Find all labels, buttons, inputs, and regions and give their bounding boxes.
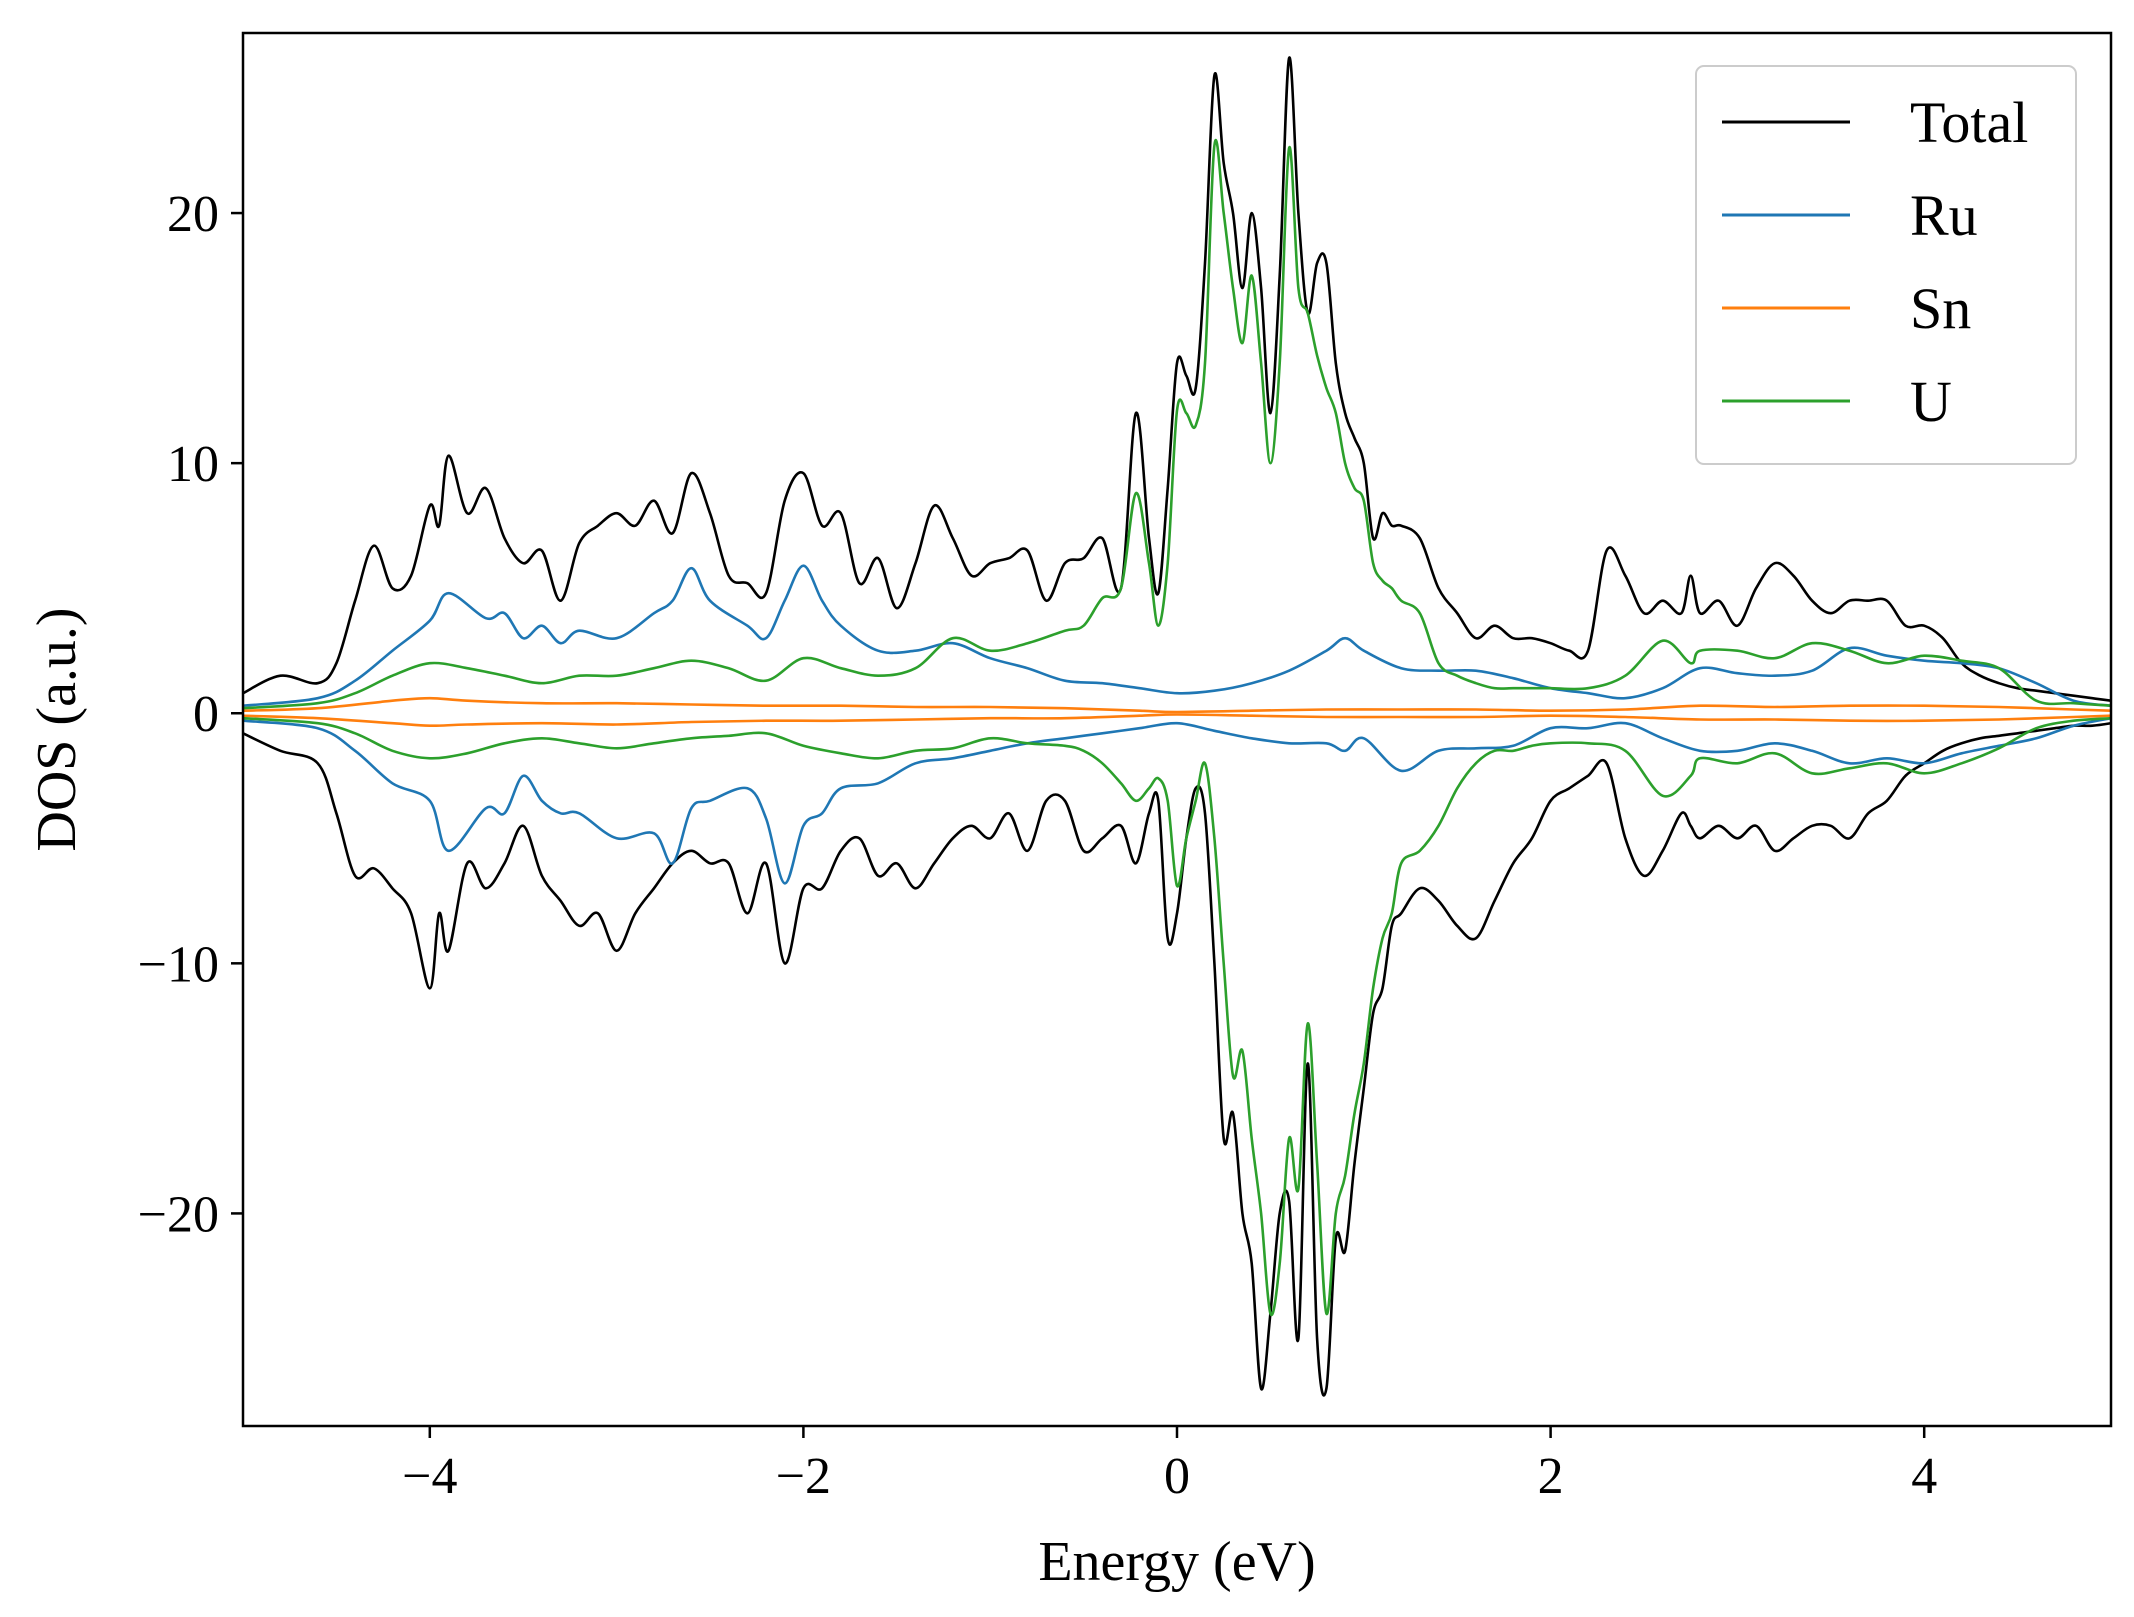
x-tick-label: −2 (776, 1448, 831, 1505)
legend-label-total: Total (1910, 90, 2028, 155)
legend-frame (1695, 65, 2077, 465)
series-u-spin-down-line (243, 716, 2111, 1317)
y-axis-title: DOS (a.u.) (26, 607, 88, 851)
legend-label-u: U (1910, 369, 1952, 434)
x-tick-label: 2 (1538, 1448, 1564, 1505)
y-tick-label: −20 (138, 1186, 219, 1243)
y-axis-ticks: −20 −10 0 10 20 (138, 186, 243, 1243)
x-tick-label: 0 (1164, 1448, 1190, 1505)
series-total-spin-down-line (243, 721, 2111, 1397)
x-tick-label: 4 (1911, 1448, 1937, 1505)
x-tick-label: −4 (402, 1448, 457, 1505)
legend-label-ru: Ru (1910, 183, 1978, 248)
x-axis-title: Energy (eV) (1038, 1531, 1315, 1593)
y-tick-label: 20 (167, 186, 219, 243)
series-sn-spin-down-line (243, 713, 2111, 728)
series-total-spin-up-line (243, 56, 2111, 702)
legend: Total Ru Sn U (1695, 65, 2077, 465)
series-ru-spin-up-line (243, 564, 2111, 707)
series-u-spin-up-line (243, 139, 2111, 710)
series-ru-spin-down-line (243, 716, 2111, 885)
legend-label-sn: Sn (1910, 276, 1971, 341)
series-layer (243, 56, 2111, 1397)
y-tick-label: 0 (193, 686, 219, 743)
x-axis-ticks: −4 −2 0 2 4 (402, 1426, 1937, 1505)
series-sn-spin-up-line (243, 696, 2111, 714)
y-tick-label: 10 (167, 436, 219, 493)
y-tick-label: −10 (138, 936, 219, 993)
